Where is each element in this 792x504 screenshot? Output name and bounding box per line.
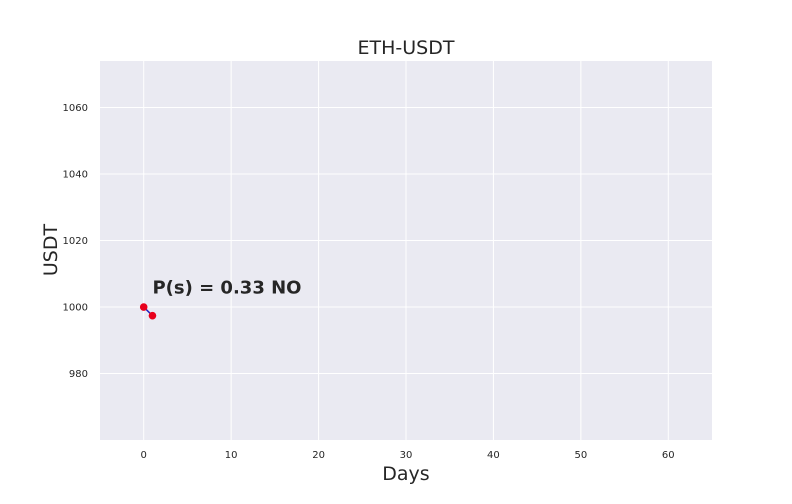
y-axis-label: USDT bbox=[40, 224, 62, 277]
x-tick-label: 10 bbox=[225, 450, 238, 461]
x-tick-label: 30 bbox=[400, 450, 413, 461]
y-tick-label: 980 bbox=[69, 369, 88, 380]
x-tick-label: 20 bbox=[312, 450, 325, 461]
x-tick-label: 40 bbox=[487, 450, 500, 461]
chart-title: ETH-USDT bbox=[358, 37, 455, 59]
data-point bbox=[139, 303, 148, 311]
x-tick-label: 0 bbox=[141, 450, 147, 461]
y-tick-label: 1020 bbox=[63, 236, 88, 247]
annotation-label: P(s) = 0.33 NO bbox=[152, 278, 301, 299]
annotations-layer: P(s) = 0.33 NO bbox=[152, 278, 301, 299]
y-tick-label: 1000 bbox=[63, 303, 88, 314]
x-axis-ticks: 0 10 20 30 40 50 60 bbox=[141, 450, 675, 461]
series-layer bbox=[139, 303, 157, 320]
data-point bbox=[148, 311, 157, 320]
y-axis-ticks: 980 1000 1020 1040 1060 bbox=[63, 103, 88, 380]
y-tick-label: 1060 bbox=[63, 103, 88, 114]
y-tick-label: 1040 bbox=[63, 170, 88, 181]
x-tick-label: 50 bbox=[574, 450, 587, 461]
x-axis-label: Days bbox=[382, 463, 429, 485]
x-tick-label: 60 bbox=[662, 450, 675, 461]
grid-lines bbox=[100, 61, 712, 440]
